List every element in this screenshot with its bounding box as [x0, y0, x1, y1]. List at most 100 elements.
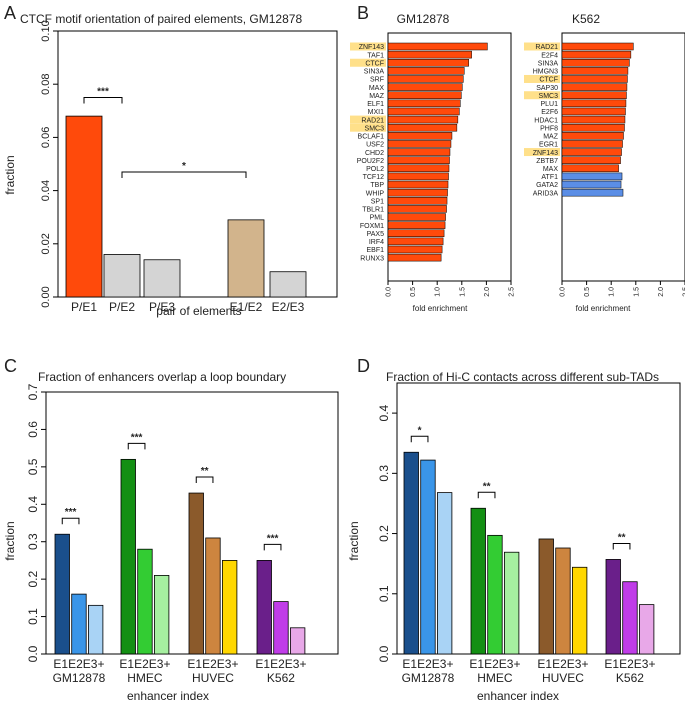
- chart-b-right-xtick-label: 2.5: [683, 287, 685, 297]
- chart-b-left-category-label: POU2F2: [357, 158, 384, 165]
- chart-b-left-highlight: [350, 115, 386, 124]
- chart-b-left-category-label: ZNF143: [359, 44, 384, 51]
- chart-b-left-bar: [387, 91, 462, 99]
- chart-b-right-category-label: PHF8: [540, 125, 558, 132]
- chart-b-left-xtick-label: 1.0: [435, 287, 442, 297]
- chart-b-right-category-label: E2F6: [541, 109, 558, 116]
- chart-c-bar-labels: E1E2E3+: [53, 657, 104, 671]
- chart-b-left-bar: [387, 180, 449, 189]
- chart-b-right-category-label: E2F4: [541, 52, 558, 59]
- chart-b-left-category-label: TBP: [370, 182, 384, 189]
- chart-c-ytick-label: 0.6: [26, 421, 40, 438]
- chart-b-left-category-label: SP1: [371, 198, 384, 205]
- chart-b-left-highlight: [350, 42, 386, 51]
- chart-d-frame: [396, 382, 681, 655]
- chart-a-xtick-label: E1/E2: [230, 300, 263, 314]
- chart-d-bar: [572, 566, 588, 655]
- chart-b-left-bar: [387, 221, 446, 229]
- chart-d-bar-labels: E1E2E3+: [537, 657, 588, 671]
- chart-b-right-highlight: [524, 74, 560, 83]
- chart-a: CTCF motif orientation of paired element…: [3, 12, 338, 318]
- chart-d-sig-bracket: [410, 435, 429, 443]
- chart-d-bar: [436, 492, 453, 655]
- chart-b-left-bar: [387, 75, 464, 83]
- chart-b-right-highlight: [524, 148, 560, 157]
- chart-d-bar: [605, 559, 621, 655]
- chart-b-right-xtick-label: 2.0: [658, 287, 665, 297]
- chart-c-ytick-label: 0.3: [26, 533, 40, 550]
- chart-b-left-xtick-label: 2.0: [484, 287, 491, 297]
- chart-b-left-bar: [387, 132, 453, 140]
- chart-c-group-label: HMEC: [127, 671, 163, 685]
- chart-b-left-bar: [387, 83, 463, 91]
- chart-c-ytick-label: 0.4: [26, 496, 40, 513]
- chart-d: Fraction of Hi-C contacts across differe…: [347, 370, 681, 703]
- chart-b-left-bar: [387, 115, 459, 124]
- chart-b-left-title: GM12878: [397, 12, 450, 26]
- chart-b-left-highlight: [350, 58, 386, 67]
- chart-c-ytick-label: 0.0: [26, 645, 40, 662]
- chart-b-left-bar: [387, 50, 472, 59]
- chart-c-bar: [289, 627, 306, 655]
- chart-b-right-xtick-label: 1.5: [633, 287, 640, 297]
- chart-b-left-category-label: SRF: [370, 77, 384, 84]
- chart-b-left-bar: [387, 213, 446, 221]
- chart-d-bar-labels: E1E2E3+: [402, 657, 453, 671]
- chart-c-bar: [88, 604, 104, 655]
- chart-c-ytick-label: 0.5: [26, 458, 40, 475]
- chart-c-sig-bracket: [127, 442, 146, 450]
- chart-d-bar-labels: E1E2E3+: [469, 657, 520, 671]
- chart-b-left-xtick-label: 0.5: [410, 287, 417, 297]
- chart-b-left-category-label: MXI1: [368, 109, 384, 116]
- chart-a-ylabel: fraction: [3, 155, 17, 194]
- chart-b-right-xtick-label: 0.5: [584, 287, 591, 297]
- chart-b-right-bar: [561, 58, 630, 67]
- chart-c-group-label: HUVEC: [192, 671, 234, 685]
- chart-c-bar: [221, 560, 238, 655]
- chart-c-ylabel: fraction: [3, 521, 17, 560]
- chart-b-right-category-label: SMC3: [539, 93, 559, 100]
- chart-b-left-category-label: TBLR1: [362, 207, 384, 214]
- chart-a-bar: [143, 259, 181, 298]
- chart-b-left-bar: [387, 197, 448, 205]
- chart-b-right-category-label: ZNF143: [533, 150, 558, 157]
- chart-d-bar: [555, 547, 571, 655]
- chart-a-ytick-label: 0.04: [40, 180, 52, 201]
- chart-b-left-category-label: RAD21: [361, 117, 384, 124]
- chart-c-sig-label: ***: [65, 507, 77, 518]
- chart-a-plot: 0.00 0.02 0.04 0.06 0.08 0.10 P/E1 P/E2 P/E3 E1/E…: [40, 20, 338, 314]
- chart-b-left-bar: [387, 58, 469, 67]
- chart-b-right-xlabel: fold enrichment: [576, 304, 631, 313]
- chart-b-left-xtick-label: 2.5: [509, 287, 516, 297]
- chart-d-ytick-label: 0.2: [377, 525, 391, 542]
- chart-b-right-category-label: RAD21: [535, 44, 558, 51]
- chart-d-sig-label: **: [483, 481, 491, 492]
- chart-d-sig-bracket: [612, 542, 631, 550]
- chart-d-sig-label: **: [618, 532, 626, 543]
- chart-b-right-category-label: ATF1: [541, 174, 558, 181]
- chart-b-right-category-label: SIN3A: [538, 60, 559, 67]
- chart-b-right-bar: [561, 156, 621, 164]
- chart-a-bar: [227, 219, 265, 298]
- chart-b-right-category-label: MAZ: [543, 134, 559, 141]
- chart-c-sig-bracket: [61, 517, 80, 525]
- chart-a-frame: [57, 30, 338, 298]
- chart-b-left-category-label: PML: [370, 215, 385, 222]
- chart-c-bar: [205, 537, 221, 655]
- chart-b-left-bar: [387, 205, 447, 213]
- chart-b-right-bar: [561, 67, 629, 75]
- chart-c-sig-bracket: [263, 543, 282, 551]
- chart-c-bar: [256, 560, 272, 655]
- chart-c-plot: 0.00.10.20.30.40.50.60.7E1E2E3+GM12878**…: [26, 383, 339, 685]
- chart-a-ytick-label: 0.02: [40, 233, 52, 254]
- chart-b-right-category-label: CTCF: [539, 77, 558, 84]
- chart-d-xlabel: enhancer index: [477, 689, 559, 703]
- chart-a-sig-bracket: [83, 97, 123, 104]
- chart-c-ytick-label: 0.2: [26, 570, 40, 587]
- chart-c-bar: [120, 458, 136, 655]
- chart-d-ytick-label: 0.4: [377, 404, 391, 421]
- chart-c-bar: [273, 601, 289, 655]
- chart-b-left-bar: [387, 172, 449, 181]
- chart-b-left-category-label: MAX: [369, 85, 385, 92]
